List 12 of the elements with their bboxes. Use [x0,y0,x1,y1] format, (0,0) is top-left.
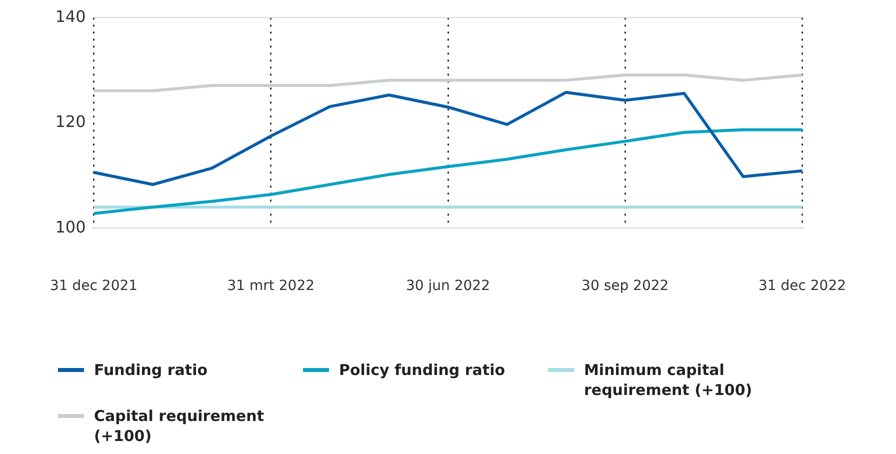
y-tick-label: 100 [55,217,86,236]
y-tick-label: 140 [55,6,86,26]
x-tick-label: 30 jun 2022 [406,278,490,294]
x-tick-label: 31 dec 2022 [758,278,846,294]
y-tick-label: 120 [55,112,86,132]
legend-label: Capital requirement (+100) [94,406,266,446]
legend-label: Minimum capital requirement (+100) [584,360,754,400]
x-tick-label: 31 mrt 2022 [227,278,314,294]
legend-label: Policy funding ratio [339,360,506,380]
x-tick-label: 31 dec 2021 [50,278,138,294]
legend-label: Funding ratio [94,360,208,380]
x-tick-label: 30 sep 2022 [582,278,669,294]
